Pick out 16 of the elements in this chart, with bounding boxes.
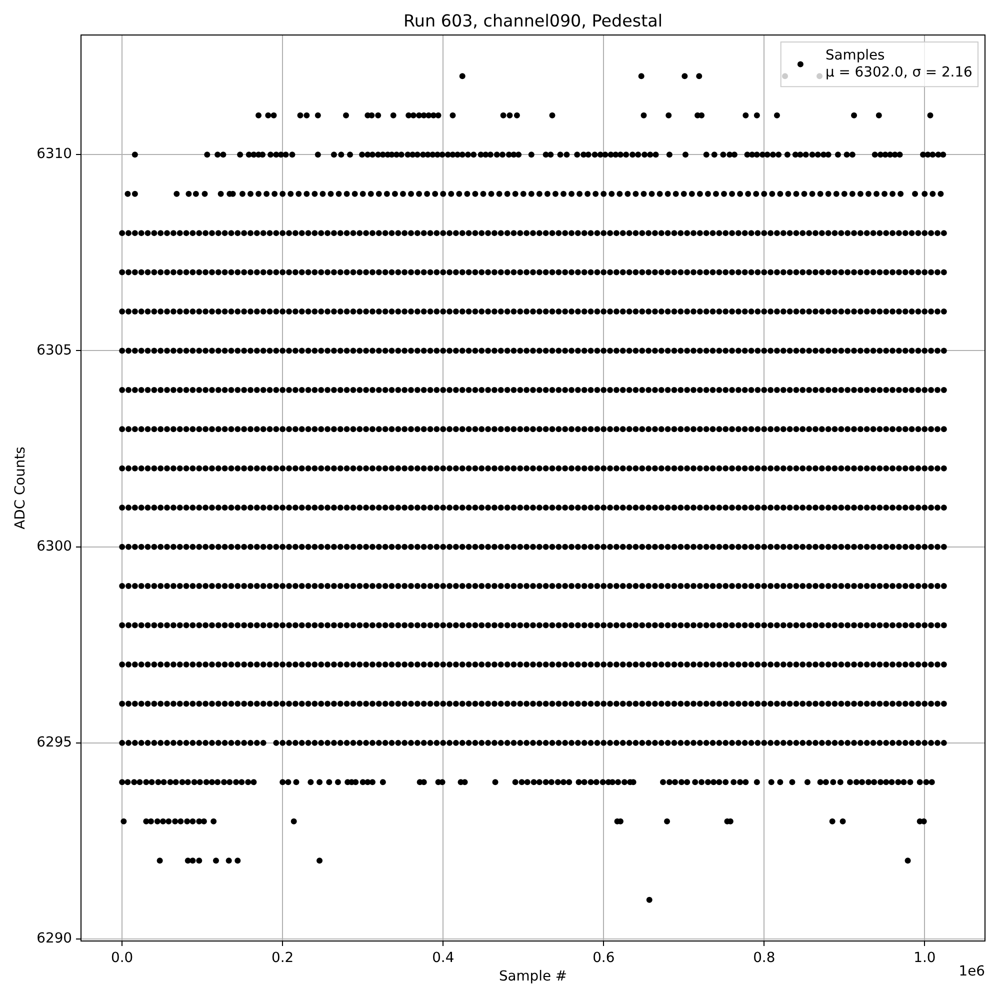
text: 1e6 [958,964,985,980]
x-tick-label: 1.0 [914,950,936,966]
x-tick-label: 0.8 [753,950,776,966]
x-tick-label: 0.4 [432,950,454,966]
y-axis-title: ADC Counts [12,446,29,530]
y-tick-label: 6300 [36,538,72,554]
y-tick-label: 6290 [36,930,72,947]
x-axis-title: Sample # [498,968,568,985]
legend-label: Samples μ = 6302.0, σ = 2.16 [825,48,972,80]
x-tick-label: 0.0 [111,950,134,966]
y-tick-label: 6310 [36,146,72,162]
y-tick-label: 6295 [36,734,72,751]
x-tick-label: 0.2 [272,950,294,966]
y-tick-label: 6305 [36,342,72,358]
x-tick-label: 0.6 [592,950,615,966]
chart-title: Run 603, channel090, Pedestal [404,10,662,30]
